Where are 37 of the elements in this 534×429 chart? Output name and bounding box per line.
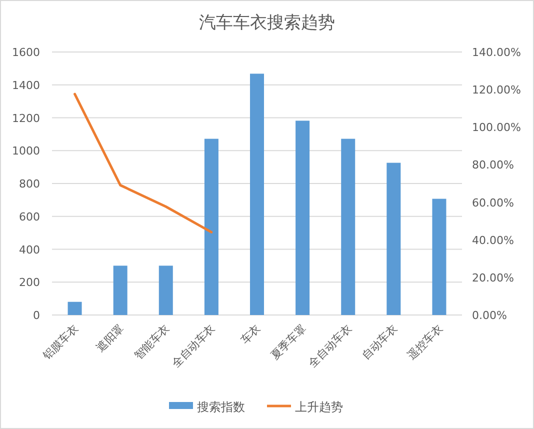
bar: [68, 302, 82, 315]
x-tick-label: 自动车衣: [359, 322, 400, 362]
y2-tick-label: 0.00%: [472, 309, 507, 322]
y-tick-label: 200: [19, 276, 40, 290]
bar: [296, 120, 310, 315]
bar: [341, 138, 356, 315]
x-tick-label: 车衣: [238, 322, 264, 347]
chart-title: 汽车车衣搜索趋势: [199, 13, 335, 33]
y2-tick-label: 20.00%: [472, 271, 514, 284]
bar: [204, 138, 218, 315]
y2-tick-label: 140.00%: [472, 46, 521, 59]
x-tick-label: 遥控车衣: [405, 322, 446, 362]
y-tick-label: 1000: [12, 144, 40, 158]
y2-tick-label: 100.00%: [472, 121, 521, 134]
x-tick-label: 全自动车衣: [306, 322, 354, 370]
y2-tick-label: 40.00%: [472, 234, 514, 247]
x-tick-label: 铝膜车衣: [40, 322, 81, 363]
bar: [113, 266, 128, 315]
legend-label: 搜索指数: [197, 400, 245, 414]
bar: [250, 74, 264, 315]
legend-label: 上升趋势: [295, 400, 343, 414]
line-series: [74, 92, 213, 234]
x-tick-label: 夏季车罩: [268, 322, 309, 362]
x-tick-label: 遮阳罩: [94, 322, 126, 354]
y-tick-label: 800: [19, 178, 40, 190]
y-tick-label: 600: [19, 210, 40, 224]
y-tick-label: 1600: [12, 46, 40, 59]
y-tick-label: 1400: [12, 78, 40, 92]
bar: [158, 266, 173, 315]
y2-tick-label: 80.00%: [472, 158, 514, 172]
y2-tick-label: 60.00%: [472, 196, 514, 210]
y-tick-label: 0: [33, 309, 40, 322]
y-tick-label: 1200: [12, 112, 40, 125]
bar: [386, 162, 401, 315]
y-tick-label: 400: [19, 243, 40, 256]
y2-tick-label: 120.00%: [472, 84, 521, 97]
bar: [432, 198, 446, 315]
